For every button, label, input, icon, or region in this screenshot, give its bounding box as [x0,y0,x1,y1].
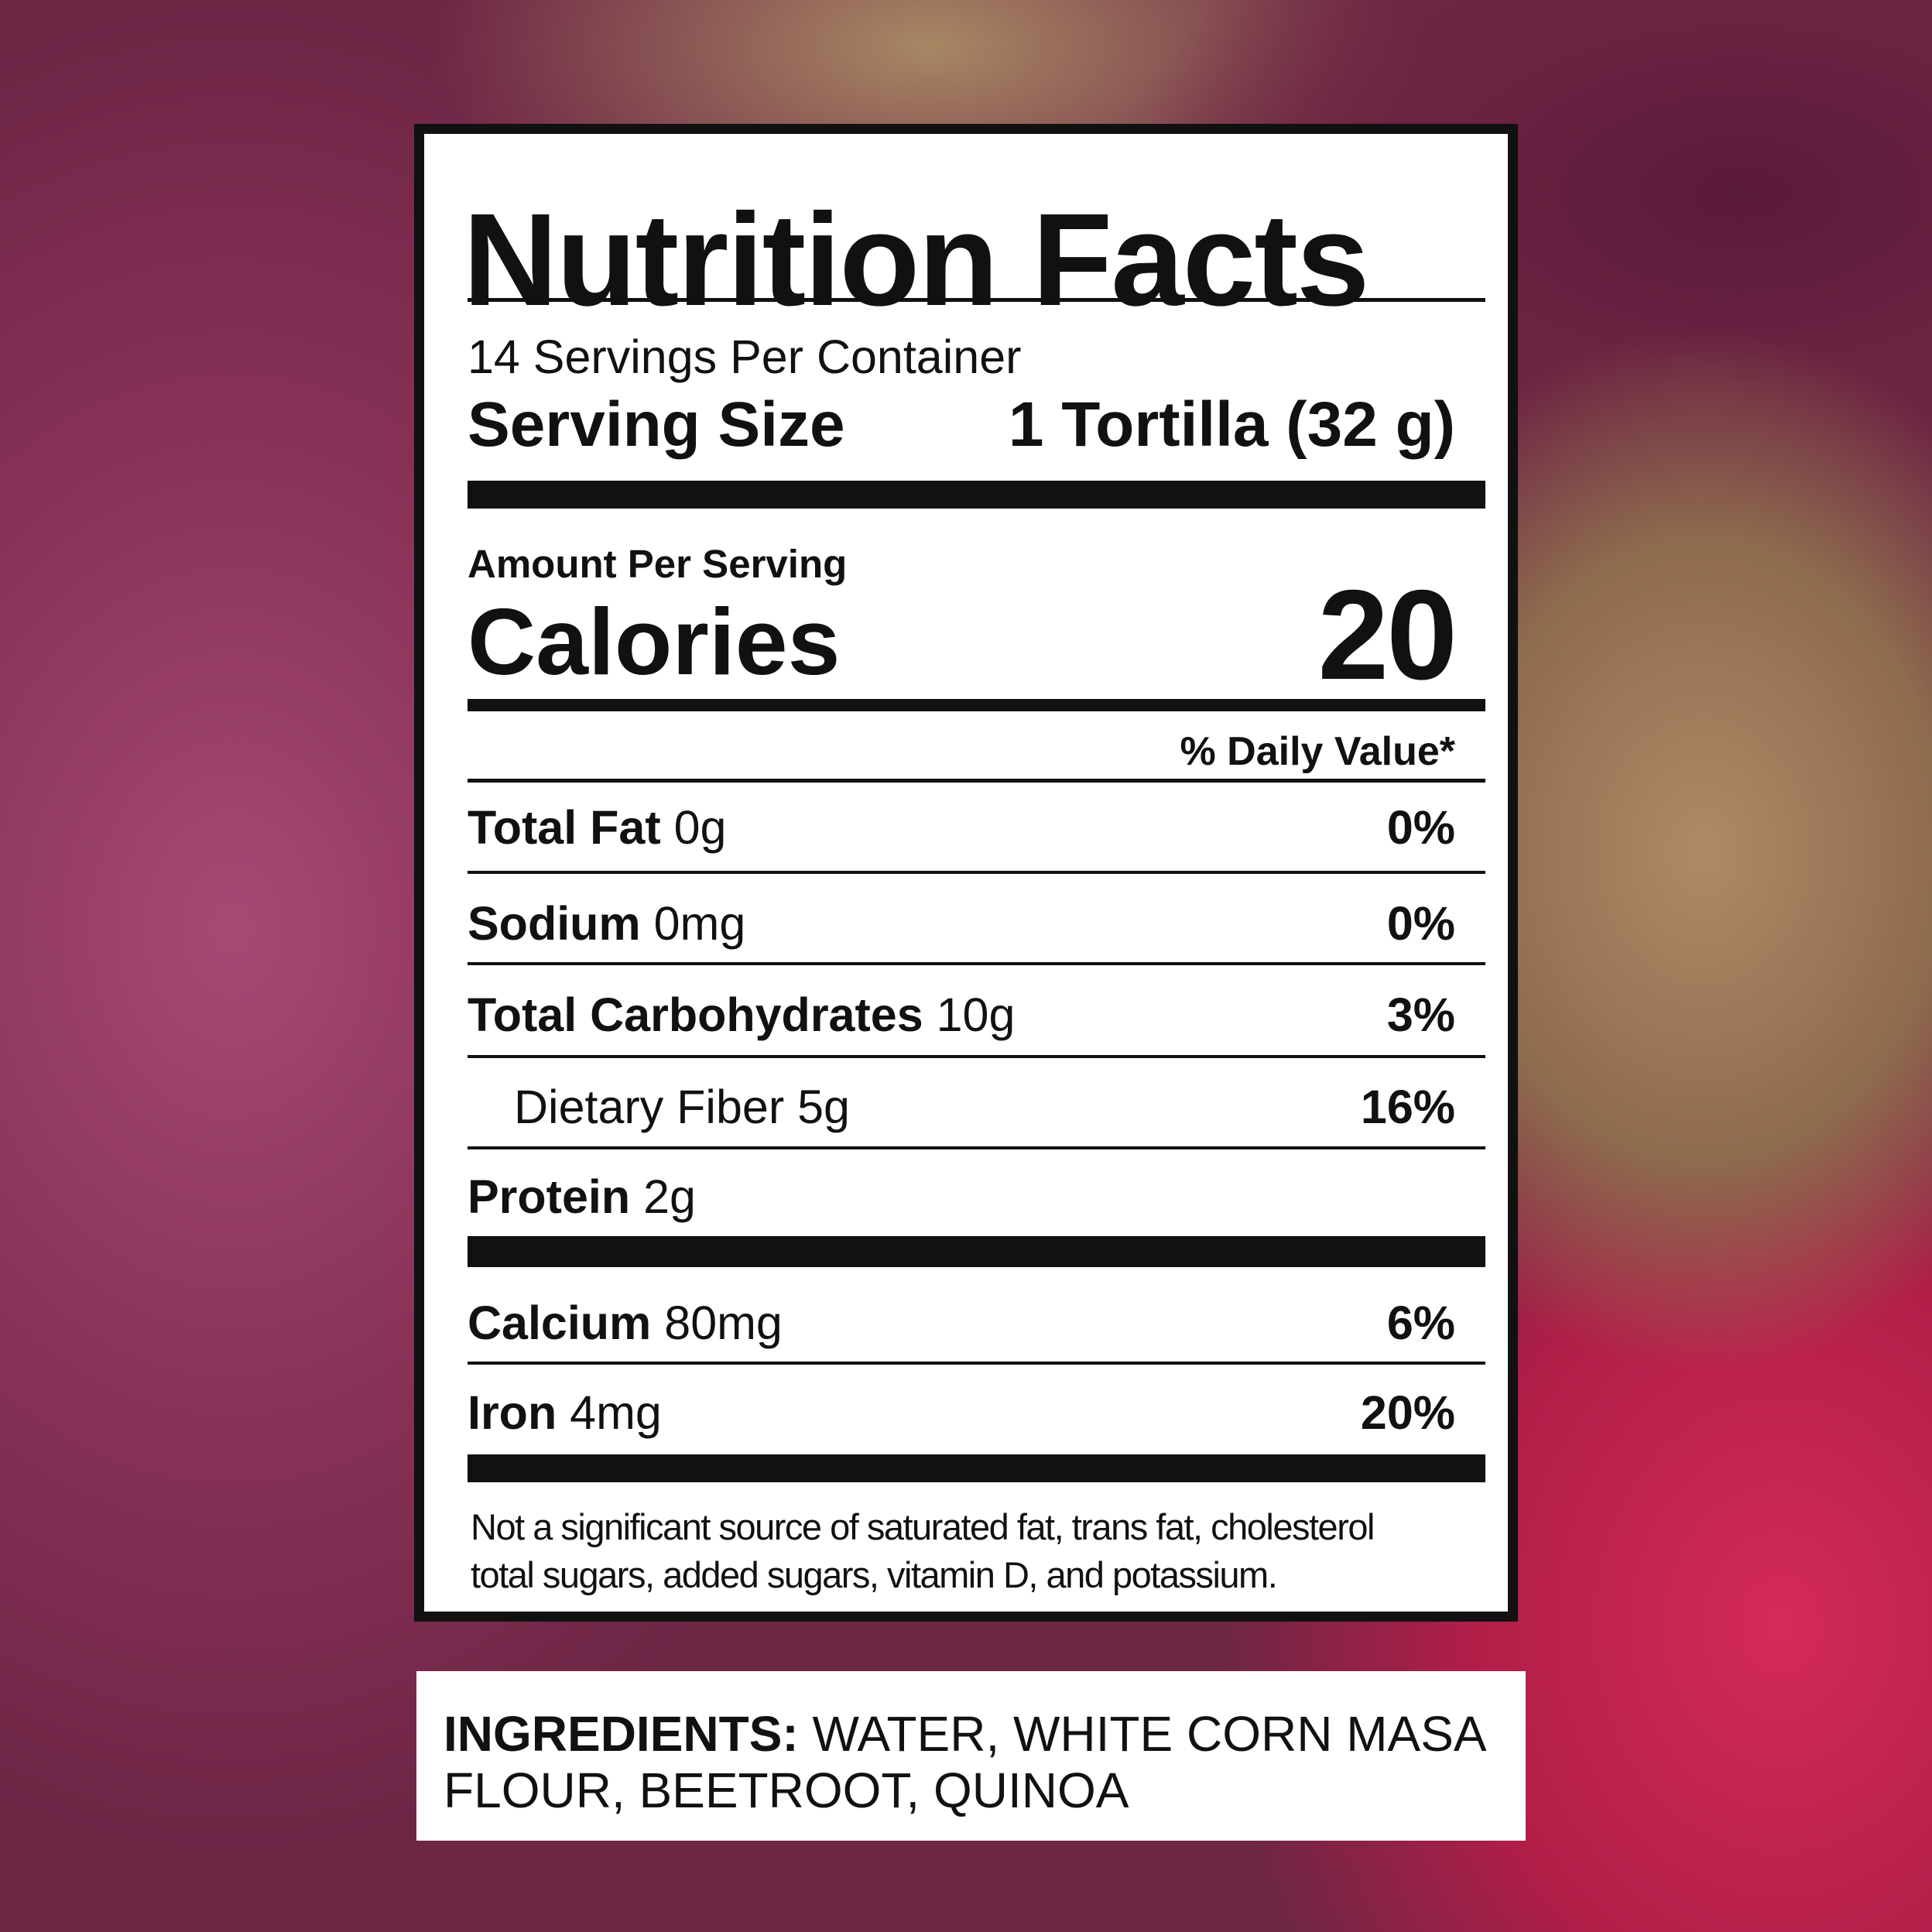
divider [468,1362,1485,1365]
nutrient-amount: 0mg [653,897,746,950]
divider [468,962,1485,965]
mineral-dv: 20% [1360,1386,1455,1439]
ingredients-label: INGREDIENTS: [444,1706,799,1762]
daily-value-header: % Daily Value* [1180,729,1455,774]
nutrition-facts-label: Nutrition Facts 14 Servings Per Containe… [414,124,1518,1622]
mineral-name: Calcium [468,1297,652,1349]
nutrient-name: Protein [468,1170,631,1223]
amount-per-serving: Amount Per Serving [468,542,848,586]
calories-label: Calories [468,589,841,694]
ingredients-box: INGREDIENTS: WATER, WHITE CORN MASA FLOU… [416,1671,1526,1841]
divider [468,298,1485,302]
nutrient-dv: 0% [1386,897,1455,950]
serving-size-label: Serving Size [468,389,845,460]
nutrient-amount: 0g [673,801,727,854]
divider [468,1055,1485,1058]
nutrient-name: Dietary Fiber [514,1081,785,1133]
mineral-name: Iron [468,1386,557,1439]
nutrient-dv: 3% [1386,988,1455,1041]
thick-divider [468,1454,1485,1482]
footnote-line-2: total sugars, added sugars, vitamin D, a… [471,1554,1278,1595]
mineral-dv: 6% [1386,1297,1455,1349]
serving-size-value: 1 Tortilla (32 g) [1008,389,1455,460]
divider [468,1146,1485,1149]
nutrient-name: Total Fat [468,801,661,854]
nutrient-amount: 2g [643,1170,696,1223]
ingredients-line-1: WATER, WHITE CORN MASA [812,1706,1487,1762]
label-title: Nutrition Facts [463,187,1369,334]
ingredients-line-2: FLOUR, BEETROOT, QUINOA [444,1762,1129,1818]
footnote-line-1: Not a significant source of saturated fa… [471,1506,1375,1547]
nutrient-name: Sodium [468,897,641,950]
divider [468,779,1485,783]
divider [468,871,1485,874]
mineral-amount: 4mg [570,1386,662,1439]
medium-divider [468,699,1485,711]
calories-value: 20 [1317,564,1458,706]
mineral-amount: 80mg [664,1297,783,1349]
nutrient-amount: 10g [936,988,1016,1041]
nutrient-dv: 0% [1386,801,1455,854]
servings-per-container: 14 Servings Per Container [468,331,1022,383]
nutrient-amount: 5g [797,1081,850,1133]
nutrient-name: Total Carbohydrates [468,988,923,1041]
nutrient-dv: 16% [1360,1081,1455,1133]
thick-divider [468,481,1485,509]
thick-divider [468,1236,1485,1267]
